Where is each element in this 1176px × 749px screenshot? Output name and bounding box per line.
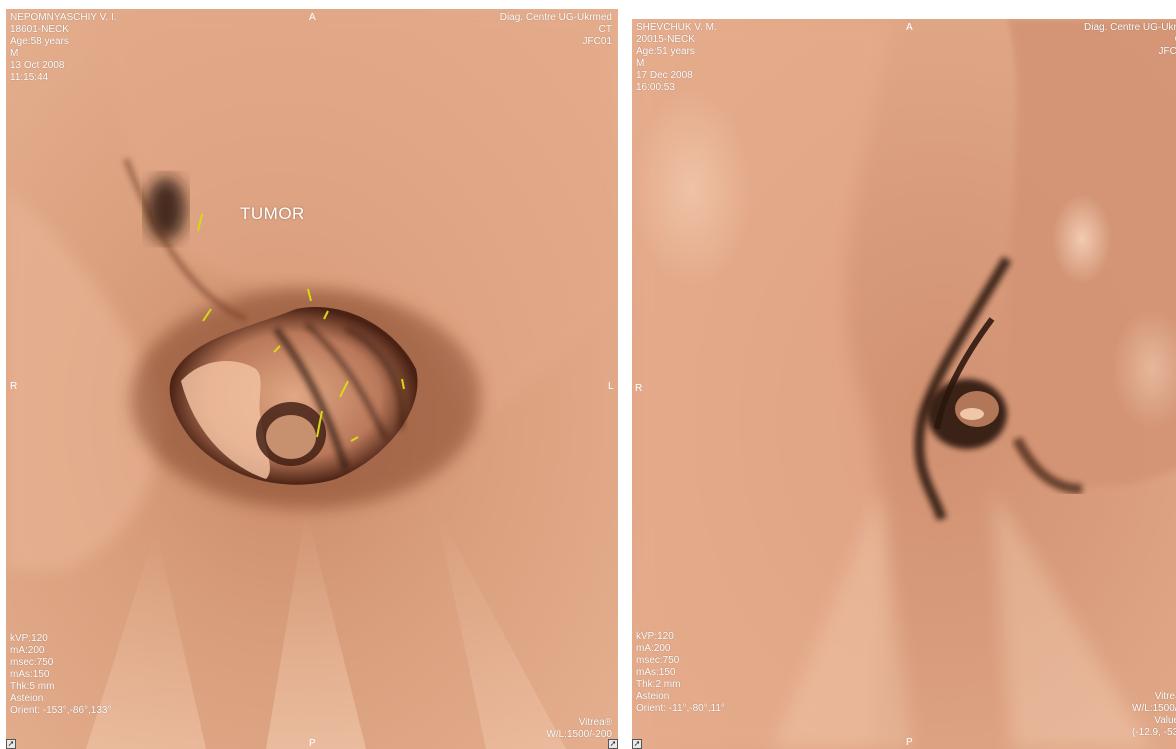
study-time: 11:15:44 — [10, 72, 49, 83]
right-endoscopy-viewport[interactable]: SHEVCHUK V. M. 20015-NECK Age:51 years M… — [632, 19, 1176, 749]
param-scanner: Asteion — [10, 693, 44, 704]
window-level: W/L:1500/-200 — [546, 729, 612, 740]
render-info: Vitrea® W/L:1500/-200 Value: - (-12.9, -… — [1132, 691, 1176, 739]
param-thickness: Thk:5 mm — [10, 681, 55, 692]
cursor-icon[interactable]: ➚ — [6, 739, 16, 749]
modality: CT — [1084, 34, 1176, 46]
study-date: 13 Oct 2008 — [10, 60, 65, 71]
institution-info: Diag. Centre UG-Ukrmed CT JFC01 — [500, 12, 612, 48]
study-time: 16:00:53 — [636, 82, 675, 93]
param-mas: mAs:150 — [10, 669, 50, 680]
param-kvp: kVP:120 — [636, 631, 674, 642]
orientation-right: L — [608, 381, 614, 392]
patient-age: Age:51 years — [636, 46, 695, 57]
param-mas: mAs:150 — [636, 667, 676, 678]
tumor-annotation: TUMOR — [240, 204, 305, 223]
param-ma: mA:200 — [10, 645, 45, 656]
render-info: Vitrea® W/L:1500/-200 — [546, 717, 612, 741]
station-id: JFC01 — [582, 36, 612, 47]
modality: CT — [598, 24, 612, 35]
param-scanner: Asteion — [636, 691, 670, 702]
param-kvp: kVP:120 — [10, 633, 48, 644]
orientation-left: R — [635, 383, 643, 394]
param-msec: msec:750 — [10, 657, 54, 668]
scan-params: kVP:120 mA:200 msec:750 mAs:150 Thk:5 mm… — [10, 633, 112, 717]
cursor-coords: (-12.9, -53.0, -70.9) — [1132, 727, 1176, 738]
institution-name: Diag. Centre UG-Ukrmed — [499, 12, 612, 23]
orient-angle: Orient: -11°,-80°,11° — [636, 703, 725, 714]
patient-info: NEPOMNYASCHIY V. I. 18601-NECK Age:58 ye… — [10, 12, 117, 84]
patient-age: Age:58 years — [10, 36, 69, 47]
institution-info: Diag. Centre UG-Ukrmed CT JFC01 — [1084, 22, 1176, 58]
left-endoscopy-render — [6, 9, 618, 749]
window-level: W/L:1500/-200 — [1132, 703, 1176, 714]
patient-name: SHEVCHUK V. M. — [636, 22, 717, 33]
right-endoscopy-render — [632, 19, 1176, 749]
scan-params: kVP:120 mA:200 msec:750 mAs:150 Thk:2 mm… — [636, 631, 725, 715]
study-date: 17 Dec 2008 — [636, 70, 693, 81]
param-ma: mA:200 — [636, 643, 671, 654]
patient-info: SHEVCHUK V. M. 20015-NECK Age:51 years M… — [636, 22, 717, 94]
param-msec: msec:750 — [636, 655, 680, 666]
pixel-value: Value: - — [1154, 715, 1176, 726]
patient-name: NEPOMNYASCHIY V. I. — [10, 12, 117, 23]
patient-sex: M — [10, 48, 19, 59]
orientation-left: R — [10, 381, 18, 392]
param-thickness: Thk:2 mm — [636, 679, 681, 690]
cursor-icon[interactable]: ➚ — [608, 739, 618, 749]
orientation-bottom: P — [906, 737, 913, 748]
study-id: 20015-NECK — [636, 34, 695, 45]
institution-name: Diag. Centre UG-Ukrmed — [1084, 22, 1176, 33]
patient-sex: M — [636, 58, 645, 69]
orientation-bottom: P — [309, 738, 316, 749]
station-id: JFC01 — [1158, 46, 1176, 57]
left-endoscopy-viewport[interactable]: NEPOMNYASCHIY V. I. 18601-NECK Age:58 ye… — [6, 9, 618, 749]
marker-lines — [197, 213, 405, 442]
orientation-top: A — [906, 22, 913, 33]
orient-angle: Orient: -153°,-86°,133° — [10, 705, 112, 716]
vendor-label: Vitrea® — [578, 717, 612, 728]
orientation-top: A — [309, 12, 316, 23]
study-id: 18601-NECK — [10, 24, 69, 35]
vendor-label: Vitrea® — [1154, 691, 1176, 702]
cursor-icon[interactable]: ➚ — [632, 739, 642, 749]
